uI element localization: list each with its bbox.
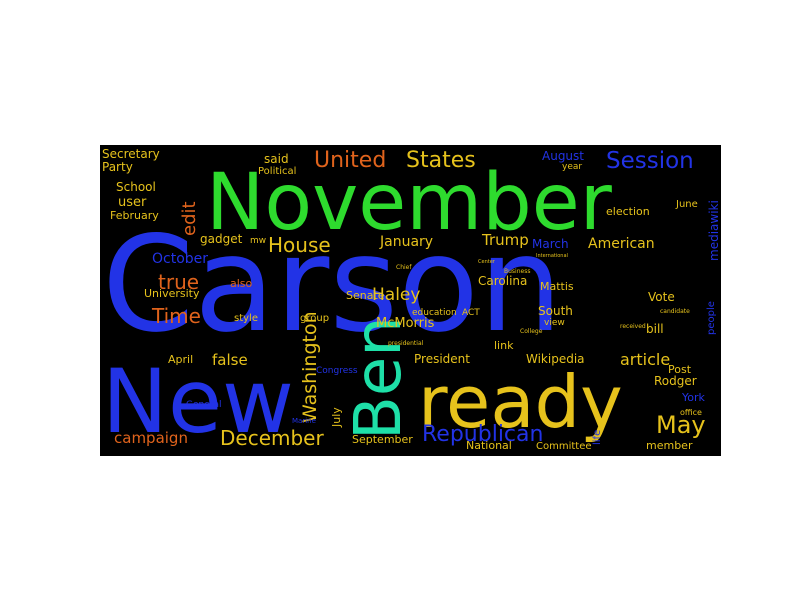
word-general: General [186, 400, 221, 410]
word-november: November [206, 158, 613, 248]
word-may: May [656, 411, 706, 439]
word-president: President [414, 352, 470, 366]
word-false: false [212, 351, 248, 369]
word-haley: Haley [372, 285, 420, 305]
word-gadget: gadget [200, 232, 243, 246]
word-house: House [268, 233, 331, 257]
word-time: Time [151, 304, 201, 328]
word-august: August [542, 149, 584, 163]
word-united: United [314, 148, 386, 173]
word-user: user [118, 195, 147, 210]
word-people: people [706, 301, 717, 335]
word-trump: Trump [481, 231, 529, 249]
word-cloud-canvas: Carson November New ready Ben United Sta… [102, 147, 721, 453]
word-act: ACT [462, 308, 480, 318]
word-south: South [538, 304, 573, 318]
word-center: Center [478, 259, 496, 265]
word-life: life [592, 430, 603, 445]
word-april: April [168, 353, 193, 366]
word-american: American [588, 236, 655, 252]
word-group: group [300, 313, 329, 324]
word-received: received [620, 323, 646, 330]
word-campaign: campaign [114, 429, 188, 447]
word-said: said [264, 152, 289, 166]
word-new: New [102, 350, 294, 453]
word-university: University [144, 287, 200, 300]
word-september: September [352, 433, 413, 446]
word-member: member [646, 439, 693, 452]
word-senate: Senate [346, 289, 385, 302]
word-party: Party [102, 160, 133, 174]
word-edit: edit [179, 201, 200, 236]
word-congress: Congress [316, 366, 358, 376]
word-york: York [681, 391, 706, 404]
word-washington: Washington [299, 311, 321, 423]
word-national: National [466, 439, 512, 452]
word-chief: Chief [396, 264, 412, 271]
word-year: year [562, 162, 582, 172]
word-february: February [110, 209, 159, 222]
word-june: June [675, 199, 698, 210]
word-candidate: candidate [660, 308, 690, 315]
word-link: link [494, 339, 514, 352]
word-committee: Committee [536, 441, 592, 452]
word-article: article [620, 350, 670, 369]
word-office: office [680, 408, 702, 417]
word-vote: Vote [648, 290, 675, 304]
word-mattis: Mattis [540, 280, 574, 293]
word-marine: Marine [292, 417, 316, 425]
word-school: School [116, 180, 156, 194]
word-style: style [234, 313, 258, 324]
word-mediawiki: mediawiki [707, 200, 721, 261]
word-also: also [230, 277, 253, 290]
word-election: election [606, 205, 650, 218]
word-july: July [330, 407, 343, 428]
word-true: true [158, 270, 199, 294]
word-mw: mw [250, 236, 266, 246]
word-mcmorris: McMorris [376, 316, 435, 331]
word-wikipedia: Wikipedia [526, 352, 585, 366]
word-secretary: Secretary [102, 147, 160, 161]
word-december: December [220, 426, 324, 450]
word-carson: Carson [102, 208, 563, 362]
word-cloud: Carson November New ready Ben United Sta… [100, 145, 721, 456]
word-january: January [379, 234, 433, 250]
word-march: March [532, 237, 569, 251]
word-october: October [152, 251, 208, 267]
word-college: College [520, 328, 543, 335]
word-post: Post [668, 363, 692, 376]
word-rodger: Rodger [654, 374, 697, 388]
word-states: States [406, 148, 476, 173]
word-ready: ready [418, 360, 623, 444]
word-republican: Republican [422, 422, 543, 447]
word-ben: Ben [342, 316, 416, 440]
word-presidential: presidential [388, 340, 424, 347]
word-bill: bill [646, 322, 664, 336]
word-business: Business [504, 268, 530, 275]
word-international: International [536, 253, 568, 259]
word-carolina: Carolina [478, 274, 527, 288]
word-view: view [544, 318, 565, 328]
word-education: education [412, 308, 457, 318]
word-session: Session [606, 148, 694, 174]
word-political: Political [258, 166, 296, 177]
